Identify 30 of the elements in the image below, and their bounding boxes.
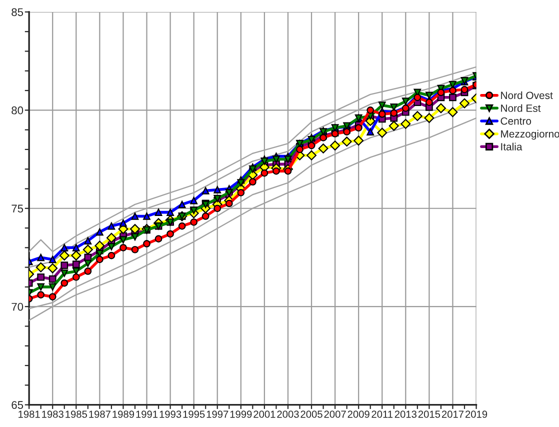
x-tick-label: 2009 bbox=[348, 410, 370, 418]
legend-label: Nord Ovest bbox=[501, 91, 553, 100]
legend-label: Centro bbox=[500, 117, 532, 125]
x-tick-label: 1989 bbox=[112, 410, 134, 418]
x-tick-label: 2013 bbox=[394, 410, 416, 418]
legend-label: Italia bbox=[501, 142, 522, 150]
y-tick-label: 70 bbox=[12, 302, 24, 311]
x-tick-label: 2015 bbox=[418, 410, 440, 418]
x-tick-label: 1983 bbox=[42, 410, 64, 418]
x-tick-label: 1993 bbox=[160, 410, 182, 418]
x-tick-label: 1981 bbox=[18, 410, 40, 418]
x-tick-label: 2003 bbox=[277, 410, 299, 418]
x-tick-label: 1985 bbox=[66, 410, 87, 418]
x-tick-label: 1997 bbox=[206, 410, 228, 418]
x-tick-label: 1991 bbox=[136, 410, 158, 418]
y-tick-label: 80 bbox=[12, 106, 24, 114]
y-tick-label: 75 bbox=[12, 204, 24, 213]
legend-label: Nord Est bbox=[501, 104, 541, 112]
x-tick-label: 1999 bbox=[230, 410, 252, 418]
x-tick-label: 1995 bbox=[183, 410, 205, 418]
legend-label: Mezzogiorno bbox=[501, 130, 559, 140]
x-tick-label: 2005 bbox=[300, 410, 322, 418]
x-tick-label: 2007 bbox=[324, 410, 346, 418]
x-tick-label: 2011 bbox=[372, 410, 393, 418]
x-tick-label: 2001 bbox=[254, 410, 276, 418]
x-tick-label: 1987 bbox=[89, 410, 110, 418]
x-tick-label: 2019 bbox=[466, 410, 488, 418]
y-tick-label: 85 bbox=[12, 8, 24, 16]
y-tick-label: 65 bbox=[12, 401, 24, 409]
x-tick-label: 2017 bbox=[442, 410, 464, 418]
